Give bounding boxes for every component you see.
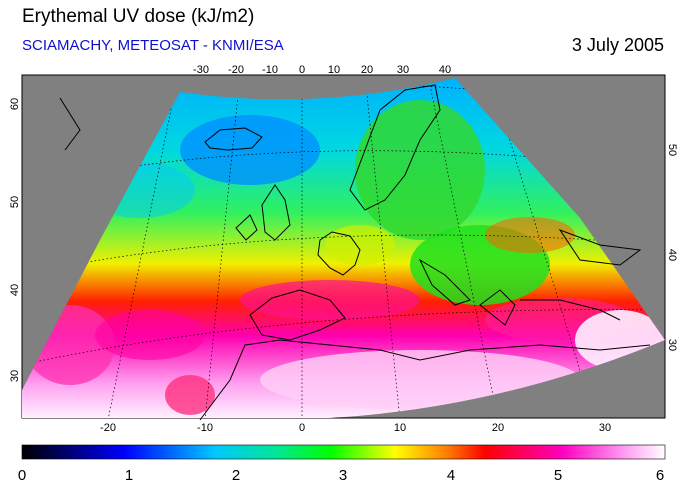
bottom-lon-label: 20 <box>492 422 504 434</box>
right-lat-axis: 50 40 30 <box>666 144 678 351</box>
colorbar-tick-label: 4 <box>447 467 455 484</box>
top-lon-label: 0 <box>299 64 305 76</box>
bottom-lon-label: -10 <box>197 422 213 434</box>
bottom-lon-axis: -20 -10 0 10 20 30 <box>100 422 611 434</box>
top-lon-label: -10 <box>262 64 278 76</box>
coastlines <box>59 84 651 421</box>
left-lat-label: 50 <box>9 196 21 208</box>
colorbar <box>21 444 666 460</box>
left-lat-axis: 60 50 40 30 <box>9 98 21 382</box>
top-lon-axis: -30 -20 -10 0 10 20 30 40 <box>193 64 451 76</box>
colorbar-ticks: 0 1 2 3 4 5 6 <box>18 467 664 484</box>
right-lat-label: 40 <box>666 249 678 261</box>
left-lat-label: 60 <box>9 98 21 110</box>
left-lat-label: 30 <box>9 370 21 382</box>
left-lat-label: 40 <box>9 284 21 296</box>
top-lon-label: 40 <box>439 64 451 76</box>
right-lat-label: 30 <box>666 339 678 351</box>
data-source-label: SCIAMACHY, METEOSAT - KNMI/ESA <box>22 37 284 54</box>
bottom-lon-label: -20 <box>100 422 116 434</box>
colorbar-tick-label: 6 <box>656 467 664 484</box>
top-lon-label: 30 <box>397 64 409 76</box>
top-lon-label: 10 <box>328 64 340 76</box>
bottom-lon-label: 30 <box>599 422 611 434</box>
colorbar-tick-label: 0 <box>18 467 26 484</box>
colorbar-tick-label: 1 <box>125 467 133 484</box>
date-label: 3 July 2005 <box>571 35 664 55</box>
bottom-lon-label: 10 <box>394 422 406 434</box>
top-lon-label: -20 <box>228 64 244 76</box>
bottom-lon-label: 0 <box>299 422 305 434</box>
top-lon-label: -30 <box>193 64 209 76</box>
colorbar-tick-label: 3 <box>339 467 347 484</box>
top-lon-label: 20 <box>361 64 373 76</box>
colorbar-tick-label: 2 <box>232 467 240 484</box>
map-title: Erythemal UV dose (kJ/m2) <box>22 6 255 27</box>
colorbar-tick-label: 5 <box>554 467 562 484</box>
right-lat-label: 50 <box>666 144 678 156</box>
